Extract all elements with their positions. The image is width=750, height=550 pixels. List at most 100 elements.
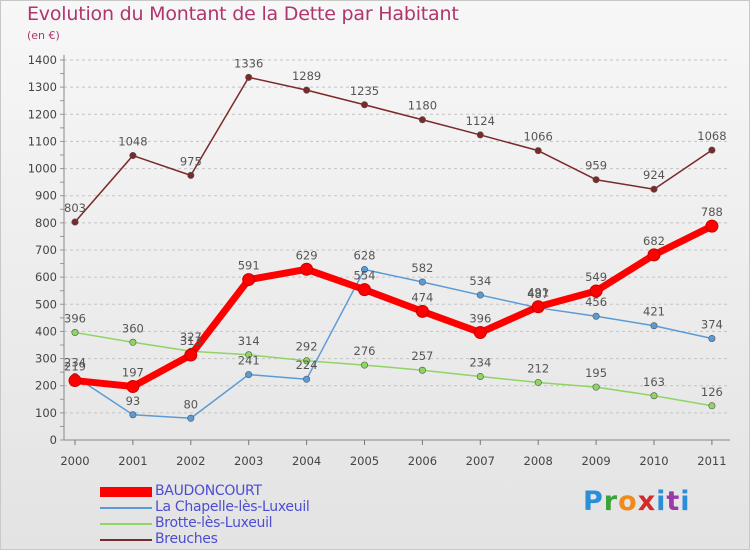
data-label-baudoncourt: 591 [238,259,260,273]
x-tick-label: 2001 [118,454,147,468]
point-breuches [187,171,195,179]
y-tick-label: 200 [35,379,57,393]
point-baudoncourt [531,300,545,314]
logo-letter: o [618,486,638,517]
chart-title: Evolution du Montant de la Dette par Hab… [27,3,459,25]
data-label-breuches: 959 [585,159,607,173]
point-la-chapelle-les-luxeuil [592,312,600,320]
data-label-brotte-les-luxeuil: 212 [527,361,549,375]
point-breuches [708,146,716,154]
y-tick-label: 1400 [28,53,57,67]
point-brotte-les-luxeuil [650,392,658,400]
legend-item-breuches: Breuches [100,531,400,548]
data-label-baudoncourt: 554 [354,269,376,283]
data-label-la-chapelle-les-luxeuil: 224 [296,358,318,372]
data-label-la-chapelle-les-luxeuil: 80 [183,397,198,411]
point-la-chapelle-les-luxeuil [650,322,658,330]
chart-subtitle: (en €) [27,29,60,42]
point-breuches [71,218,79,226]
series-line-la-chapelle-les-luxeuil [74,268,713,420]
y-tick-label: 600 [35,270,57,284]
point-brotte-les-luxeuil [303,357,311,365]
point-la-chapelle-les-luxeuil [245,371,253,379]
logo-letter: x [637,486,657,517]
data-label-baudoncourt: 197 [122,366,144,380]
legend-item-baudoncourt: BAUDONCOURT [100,483,400,500]
proxiti-logo: Proxiti [583,486,691,517]
point-la-chapelle-les-luxeuil [129,411,137,419]
y-tick-label: 800 [35,216,57,230]
y-tick-label: 1200 [28,107,57,121]
y-tick-label: 400 [35,324,57,338]
y-tick-label: 700 [35,243,57,257]
legend-item-brotte-les-luxeuil: Brotte-lès-Luxeuil [100,515,400,532]
data-label-baudoncourt: 549 [585,270,607,284]
y-tick-label: 1300 [28,80,57,94]
series-line-breuches [74,76,713,223]
y-tick-label: 1100 [28,134,57,148]
x-tick-label: 2010 [639,454,668,468]
y-tick-label: 0 [50,433,57,447]
legend-item-la-chapelle-les-luxeuil: La Chapelle-lès-Luxeuil [100,499,400,516]
x-tick-label: 2005 [350,454,379,468]
point-breuches [650,185,658,193]
data-label-breuches: 1068 [697,129,726,143]
logo-letter: P [583,486,604,517]
y-tick-label: 300 [35,352,57,366]
data-label-breuches: 803 [64,201,86,215]
data-label-baudoncourt: 219 [64,360,86,374]
y-tick-label: 100 [35,406,57,420]
data-label-baudoncourt: 396 [469,312,491,326]
axes: 0 100 200 300 400 500 600 700 800 900 1000 1100 1200… [28,53,730,468]
point-baudoncourt [415,304,429,318]
point-brotte-les-luxeuil [71,329,79,337]
y-tick-label: 500 [35,297,57,311]
series-lines [68,73,719,422]
x-tick-label: 2003 [234,454,263,468]
point-breuches [592,176,600,184]
point-baudoncourt [647,248,661,262]
data-label-la-chapelle-les-luxeuil: 234 [64,355,86,369]
data-label-breuches: 1289 [292,69,321,83]
data-labels: 219 197 313 591 629 554 474 396 491 549 682 788 234 9… [64,56,727,411]
data-label-breuches: 1180 [408,99,437,113]
point-la-chapelle-les-luxeuil [187,414,195,422]
x-tick-label: 2008 [524,454,553,468]
legend-swatch [100,523,152,525]
data-label-baudoncourt: 491 [527,286,549,300]
point-brotte-les-luxeuil [418,366,426,374]
point-brotte-les-luxeuil [708,402,716,410]
logo-letter: i [656,486,667,517]
point-la-chapelle-les-luxeuil [303,375,311,383]
point-breuches [360,101,368,109]
point-baudoncourt [300,262,314,276]
legend-label: Breuches [155,531,218,547]
data-label-breuches: 1048 [118,135,147,149]
point-baudoncourt [242,273,256,287]
data-label-breuches: 1066 [524,130,553,144]
point-baudoncourt [705,219,719,233]
data-label-la-chapelle-les-luxeuil: 374 [701,317,723,331]
point-breuches [245,73,253,81]
series-line-brotte-les-luxeuil [74,331,713,407]
data-label-brotte-les-luxeuil: 234 [469,355,491,369]
point-baudoncourt [473,326,487,340]
legend-swatch [100,539,152,541]
point-baudoncourt [68,374,82,388]
data-label-la-chapelle-les-luxeuil: 582 [411,261,433,275]
point-brotte-les-luxeuil [129,338,137,346]
point-breuches [418,116,426,124]
point-brotte-les-luxeuil [476,372,484,380]
x-tick-label: 2000 [60,454,89,468]
x-tick-label: 2011 [697,454,726,468]
logo-letter: i [680,486,691,517]
point-baudoncourt [184,348,198,362]
point-baudoncourt [589,284,603,298]
point-la-chapelle-les-luxeuil [418,278,426,286]
point-brotte-les-luxeuil [245,351,253,359]
data-label-la-chapelle-les-luxeuil: 487 [527,287,549,301]
legend-label: La Chapelle-lès-Luxeuil [155,499,310,515]
legend-swatch [100,507,152,509]
point-la-chapelle-les-luxeuil [476,291,484,299]
